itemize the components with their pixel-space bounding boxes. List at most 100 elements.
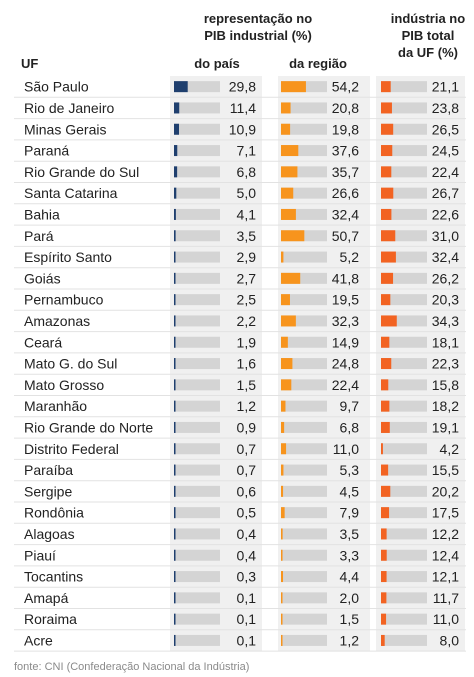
pib-track	[381, 571, 427, 583]
pib-value: 22,4	[432, 164, 459, 180]
header-group1-line2: PIB industrial (%)	[204, 28, 312, 43]
regiao-value: 14,9	[332, 334, 359, 350]
pib-bar	[381, 400, 390, 412]
pib-value: 12,2	[432, 526, 459, 542]
table-row: Tocantins 0,3 4,4 12,1	[14, 569, 466, 588]
regiao-track	[281, 187, 327, 199]
regiao-track	[281, 507, 327, 519]
pais-value: 0,9	[237, 419, 257, 435]
pais-track	[174, 145, 220, 157]
pib-value: 15,8	[432, 377, 459, 393]
pais-value: 0,1	[237, 632, 257, 648]
pib-value: 4,2	[440, 441, 460, 457]
regiao-bar	[281, 549, 283, 561]
regiao-value: 32,3	[332, 313, 359, 329]
header-group2-line3: da UF (%)	[398, 45, 458, 60]
pib-bar	[381, 272, 394, 284]
pais-track	[174, 166, 220, 178]
table-row: Maranhão 1,2 9,7 18,2	[14, 398, 466, 418]
regiao-value: 54,2	[332, 79, 359, 95]
pais-bar	[174, 485, 176, 497]
pais-bar	[174, 549, 176, 561]
regiao-track	[281, 464, 327, 476]
regiao-value: 24,8	[332, 356, 359, 372]
regiao-value: 41,8	[332, 270, 359, 286]
regiao-value: 32,4	[332, 206, 359, 222]
pib-bar	[381, 230, 396, 242]
pib-bar	[381, 379, 389, 391]
source-note: fonte: CNI (Confederação Nacional da Ind…	[14, 661, 249, 673]
regiao-track	[281, 421, 327, 433]
header-uf: UF	[21, 56, 38, 71]
pib-track	[381, 613, 427, 625]
pib-track	[381, 336, 427, 348]
regiao-value: 35,7	[332, 164, 359, 180]
pib-value: 22,3	[432, 356, 459, 372]
pais-track	[174, 123, 220, 135]
pais-track	[174, 251, 220, 263]
uf-label: Maranhão	[24, 398, 87, 414]
pais-track	[174, 230, 220, 242]
uf-label: Sergipe	[24, 483, 72, 499]
regiao-bar	[281, 166, 298, 178]
regiao-track	[281, 208, 327, 220]
pais-value: 0,5	[237, 505, 257, 521]
regiao-track	[281, 145, 327, 157]
pais-track	[174, 102, 220, 114]
table-row: Amapá 0,1 2,0 11,7	[14, 590, 466, 609]
pais-track	[174, 294, 220, 306]
pib-track	[381, 251, 427, 263]
regiao-value: 7,9	[340, 505, 360, 521]
pib-track	[381, 187, 427, 199]
pais-value: 0,1	[237, 611, 257, 627]
pais-bar	[174, 634, 176, 646]
regiao-track	[281, 166, 327, 178]
pib-value: 19,1	[432, 419, 459, 435]
pais-bar	[174, 358, 176, 370]
table-row: Santa Catarina 5,0 26,6 26,7	[14, 185, 466, 205]
pais-value: 0,1	[237, 590, 257, 606]
pib-track	[381, 208, 427, 220]
pib-value: 20,3	[432, 292, 459, 308]
uf-label: Bahia	[24, 206, 60, 222]
pib-track	[381, 102, 427, 114]
pais-value: 7,1	[237, 143, 257, 159]
pib-bar	[381, 208, 392, 220]
pais-track	[174, 421, 220, 433]
pais-value: 5,0	[237, 185, 257, 201]
pais-value: 0,4	[237, 526, 257, 542]
regiao-track	[281, 123, 327, 135]
pais-bar	[174, 421, 176, 433]
table-row: São Paulo 29,8 54,2 21,1	[14, 79, 466, 98]
pib-bar	[381, 81, 391, 93]
regiao-bar	[281, 613, 283, 625]
pib-bar	[381, 187, 394, 199]
uf-label: Roraima	[24, 611, 77, 627]
table-row: Rio Grande do Norte 0,9 6,8 19,1	[14, 419, 466, 439]
pib-value: 26,7	[432, 185, 459, 201]
pib-bar	[381, 613, 387, 625]
regiao-value: 20,8	[332, 100, 359, 116]
pib-track	[381, 592, 427, 604]
regiao-bar	[281, 272, 301, 284]
pib-track	[381, 485, 427, 497]
regiao-bar	[281, 294, 290, 306]
pais-track	[174, 358, 220, 370]
pib-track	[381, 230, 427, 242]
pib-value: 26,2	[432, 270, 459, 286]
regiao-track	[281, 571, 327, 583]
pib-bar	[381, 336, 390, 348]
pais-bar	[174, 145, 178, 157]
pais-bar	[174, 613, 176, 625]
regiao-bar	[281, 443, 287, 455]
regiao-bar	[281, 528, 283, 540]
header-group2-line1: indústria no	[391, 11, 465, 26]
pais-value: 0,7	[237, 462, 257, 478]
regiao-value: 5,3	[340, 462, 360, 478]
regiao-track	[281, 528, 327, 540]
pib-bar	[381, 549, 387, 561]
table-row: Rio Grande do Sul 6,8 35,7 22,4	[14, 164, 466, 183]
table-row: Goiás 2,7 41,8 26,2	[14, 270, 466, 290]
pais-value: 4,1	[237, 206, 257, 222]
